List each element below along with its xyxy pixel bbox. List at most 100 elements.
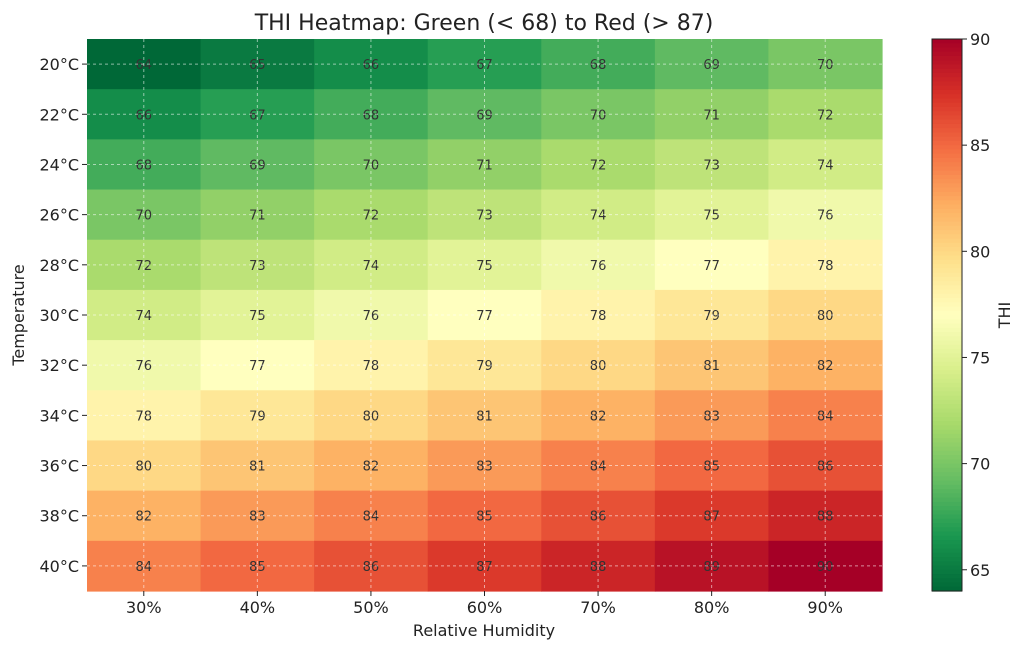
colorbar-segment <box>932 85 962 91</box>
colorbar-segment <box>932 225 962 231</box>
cell-value-label: 82 <box>590 409 607 424</box>
colorbar-segment <box>932 111 962 117</box>
colorbar-segment <box>932 569 962 575</box>
cell-value-label: 72 <box>817 108 834 123</box>
colorbar-segment <box>932 540 962 545</box>
colorbar-segment <box>932 306 962 312</box>
cell-value-label: 77 <box>249 359 266 374</box>
x-tick-label: 70% <box>580 598 616 617</box>
cell-value-label: 80 <box>363 409 380 424</box>
x-tick-label: 90% <box>807 598 843 617</box>
colorbar-segment <box>932 557 962 562</box>
colorbar-segment <box>932 145 962 150</box>
colorbar-segment <box>932 268 962 274</box>
colorbar-segment <box>932 183 962 189</box>
colorbar-segment <box>932 60 962 66</box>
colorbar-segment <box>932 561 962 567</box>
colorbar-segment <box>932 289 962 295</box>
colorbar-segment <box>932 272 962 278</box>
colorbar-segment <box>932 442 962 448</box>
colorbar-segment <box>932 94 962 100</box>
colorbar-segment <box>932 404 962 410</box>
colorbar-segment <box>932 497 962 503</box>
colorbar-segment <box>932 166 962 172</box>
colorbar-segment <box>932 544 962 550</box>
cell-value-label: 70 <box>590 108 607 123</box>
y-axis-ticks: 20°C 22°C 24°C 26°C 28°C 30°C 32°C 34°C 36°C 38°C… <box>39 55 87 576</box>
cell-value-label: 72 <box>136 259 153 274</box>
colorbar-segment <box>932 387 962 393</box>
colorbar-segment <box>932 81 962 87</box>
y-tick-label: 22°C <box>39 105 79 124</box>
colorbar-segment <box>932 310 962 316</box>
colorbar-segment <box>932 514 962 520</box>
colorbar-segment <box>932 196 962 201</box>
colorbar-segment <box>932 238 962 244</box>
y-tick-label: 32°C <box>39 356 79 375</box>
colorbar-segment <box>932 523 962 528</box>
colorbar-tick-label: 75 <box>970 348 990 367</box>
x-tick-label: 30% <box>126 598 162 617</box>
cell-value-label: 83 <box>249 510 266 525</box>
colorbar-segment <box>932 132 962 138</box>
colorbar-segment <box>932 472 962 477</box>
cell-value-label: 76 <box>590 259 607 274</box>
colorbar-segment <box>932 293 962 299</box>
cell-value-label: 82 <box>136 510 153 525</box>
cell-value-label: 80 <box>590 359 607 374</box>
colorbar-segment <box>932 47 962 53</box>
cell-value-label: 71 <box>249 209 266 224</box>
colorbar-segment <box>932 370 962 376</box>
y-tick-label: 30°C <box>39 306 79 325</box>
cell-value-label: 67 <box>249 108 266 123</box>
colorbar-segment <box>932 72 962 78</box>
colorbar-segment <box>932 170 962 176</box>
colorbar-segment <box>932 535 962 541</box>
colorbar-segment <box>932 357 962 363</box>
colorbar-segment <box>932 162 962 167</box>
colorbar-segment <box>932 340 962 346</box>
colorbar-segment <box>932 64 962 70</box>
cell-value-label: 83 <box>703 409 720 424</box>
y-tick-label: 24°C <box>39 155 79 174</box>
colorbar-segment <box>932 489 962 494</box>
cell-value-label: 73 <box>249 259 266 274</box>
colorbar-segment <box>932 348 962 354</box>
colorbar-segment <box>932 425 962 431</box>
cell-value-label: 76 <box>817 209 834 224</box>
heatmap-grid <box>87 39 882 591</box>
colorbar-tick-label: 65 <box>970 561 990 580</box>
colorbar-segment <box>932 450 962 456</box>
colorbar-segment <box>932 315 962 320</box>
colorbar-frame <box>931 38 963 592</box>
colorbar-segment <box>932 98 962 104</box>
cell-value-label: 74 <box>590 209 607 224</box>
x-tick-label: 40% <box>240 598 276 617</box>
colorbar-segment <box>932 302 962 308</box>
colorbar-segment <box>932 476 962 482</box>
colorbar-segment <box>932 276 962 282</box>
cell-value-label: 77 <box>703 259 720 274</box>
colorbar-segment <box>932 429 962 435</box>
colorbar-segment <box>932 242 962 248</box>
colorbar-segment <box>932 179 962 184</box>
colorbar-segment <box>932 234 962 240</box>
colorbar-segment <box>932 140 962 146</box>
colorbar-segment <box>932 221 962 227</box>
colorbar-segment <box>932 455 962 460</box>
colorbar-segment <box>932 89 962 95</box>
cell-value-label: 82 <box>817 359 834 374</box>
colorbar-segment <box>932 399 962 405</box>
colorbar-segment <box>932 565 962 571</box>
colorbar-segment <box>932 128 962 134</box>
colorbar-segment <box>932 395 962 401</box>
colorbar-tick-label: 90 <box>970 30 990 49</box>
colorbar-segment <box>932 106 962 112</box>
cell-value-label: 79 <box>249 409 266 424</box>
colorbar-segment <box>932 361 962 367</box>
cell-value-label: 73 <box>476 209 493 224</box>
colorbar-segment <box>932 408 962 414</box>
colorbar-segment <box>932 39 962 44</box>
